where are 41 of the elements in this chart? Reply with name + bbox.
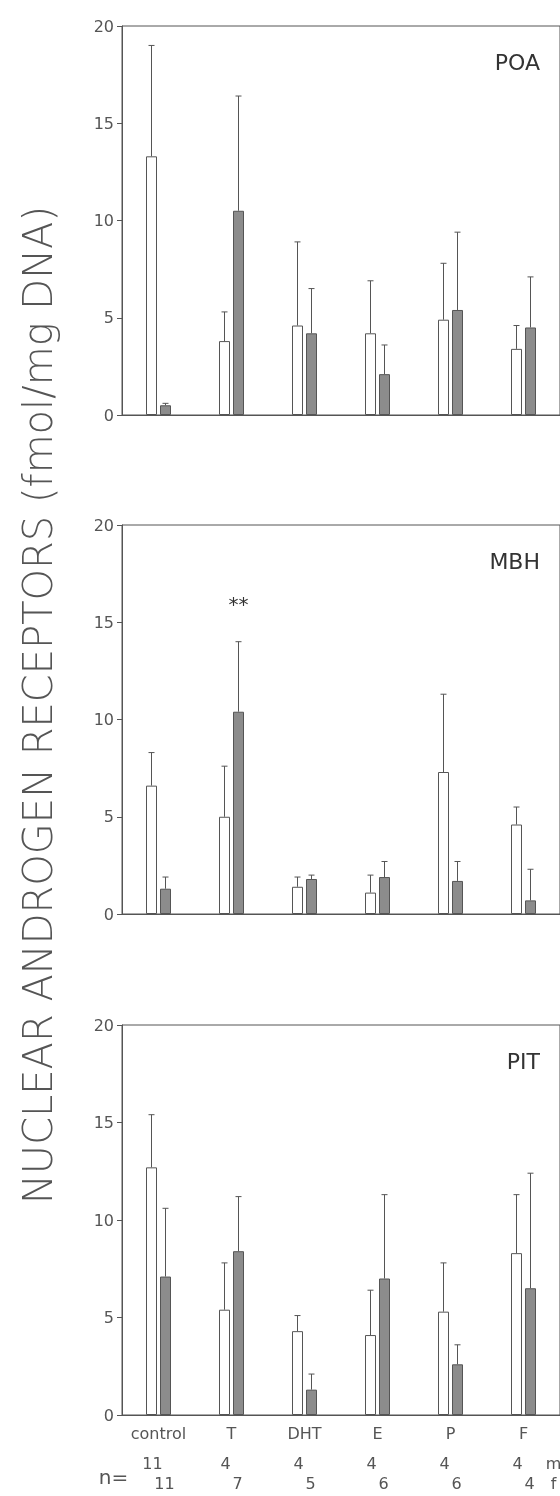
y-tick-label: 5 xyxy=(103,1308,114,1327)
y-tick-label: 15 xyxy=(93,113,114,133)
text: PIT xyxy=(506,1048,541,1074)
y-tick-label: 20 xyxy=(93,16,114,36)
text: 4 xyxy=(524,1473,535,1493)
y-tick-label: 0 xyxy=(103,405,114,425)
y-tick-label: 0 xyxy=(103,904,114,924)
y-tick-label: 20 xyxy=(93,1015,114,1035)
text: 11 xyxy=(142,1453,163,1473)
y-tick-label: 10 xyxy=(93,710,114,729)
y-tick-label: 20 xyxy=(93,515,114,535)
text: MBH xyxy=(489,548,541,574)
x-tick-label: F xyxy=(518,1423,529,1443)
text: 7 xyxy=(232,1473,243,1493)
text: 11 xyxy=(154,1473,175,1493)
text: POA xyxy=(494,49,540,75)
text: 6 xyxy=(451,1473,462,1493)
text: 4 xyxy=(439,1453,450,1473)
y-tick-label: 10 xyxy=(93,211,114,230)
y-tick-label: 0 xyxy=(103,1405,114,1425)
y-tick-label: 10 xyxy=(93,1210,114,1230)
text: 5 xyxy=(305,1473,316,1493)
text: f xyxy=(550,1473,557,1493)
text: 4 xyxy=(220,1453,231,1473)
y-tick-label: 5 xyxy=(103,308,114,328)
x-tick-label: P xyxy=(445,1423,456,1443)
y-axis-title: NUCLEAR ANDROGEN RECEPTORS (fmol/mg DNA) xyxy=(14,204,62,1207)
x-tick-label: E xyxy=(372,1423,383,1443)
text: 4 xyxy=(512,1453,523,1473)
text: 4 xyxy=(293,1453,304,1473)
x-tick-label: DHT xyxy=(287,1423,322,1443)
y-tick-label: 15 xyxy=(93,612,114,632)
y-tick-label: 5 xyxy=(103,807,114,827)
x-tick-label: control xyxy=(130,1423,187,1443)
text: 6 xyxy=(378,1473,389,1493)
text: 4 xyxy=(366,1453,377,1473)
annotation: ** xyxy=(228,591,249,616)
text: m xyxy=(545,1453,560,1473)
y-tick-label: 15 xyxy=(93,1113,114,1132)
text: n= xyxy=(98,1465,129,1489)
x-tick-label: T xyxy=(225,1423,237,1443)
